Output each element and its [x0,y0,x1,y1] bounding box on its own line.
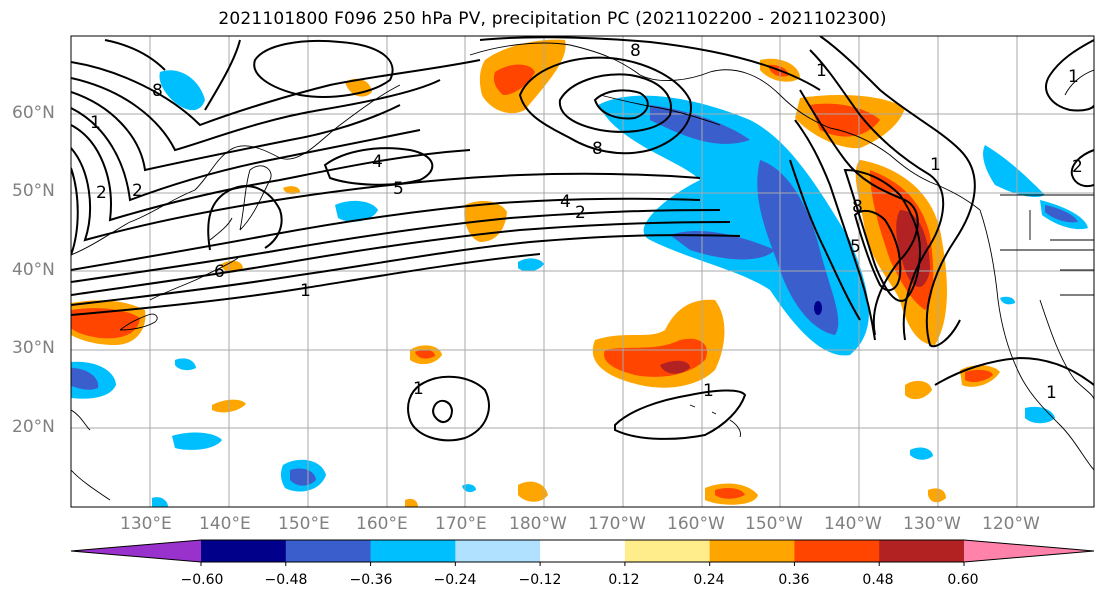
lon-label: 170°E [435,514,487,534]
colorbar-segment [455,540,541,562]
colorbar-tick-label: 0.48 [862,572,894,588]
contour-label: 2 [575,203,586,223]
lat-label: 30°N [12,338,55,358]
contour-label: 5 [850,237,861,257]
contour-label: 1 [413,379,424,399]
lon-label: 160°E [356,514,408,534]
contour-label: 1 [1046,383,1057,403]
colorbar-segment [201,540,287,562]
coastlines [71,42,1094,501]
contour-label: 8 [852,197,863,217]
colorbar [70,539,1095,566]
contour-label: 2 [1072,157,1083,177]
colorbar-tick-label: 0.12 [608,572,640,588]
contour-label: 4 [372,152,383,172]
lon-label: 180°W [509,514,567,534]
lat-label: 50°N [12,181,55,201]
lat-label: 60°N [12,103,55,123]
colorbar-extend-low [71,540,201,562]
contour-label: 1 [703,381,714,401]
colorbar-extend-high [964,540,1094,562]
contour-label: 1 [816,61,827,81]
map-frame [70,35,1095,508]
lat-label: 40°N [12,260,55,280]
colorbar-tick-label: 0.60 [947,572,979,588]
colorbar-segment [879,540,965,562]
contour-label: 5 [393,179,404,199]
colorbar-segment [285,540,372,562]
colorbar-tick-label: 0.36 [778,572,810,588]
lon-label: 120°W [982,514,1040,534]
colorbar-segment [540,540,626,562]
map-title: 2021101800 F096 250 hPa PV, precipitatio… [218,9,887,29]
contour-label: 8 [592,139,603,159]
contour-label: 1 [90,113,101,133]
contour-label: 1 [1068,67,1079,87]
colorbar-tick-label: −0.24 [433,572,477,588]
pv-contours [71,36,1094,442]
contour-label: 1 [930,155,941,175]
contour-label: 6 [214,262,225,282]
contour-label-group: 8 1 8 2 5 4 2 8 5 1 1 1 8 1 2 1 6 1 1 4 … [90,41,1083,403]
colorbar-tick-label: −0.48 [264,572,308,588]
colorbar-tick-label: 0.24 [693,572,725,588]
lon-label: 160°W [667,514,725,534]
contour-label: 4 [560,192,571,212]
contour-label: 2 [96,183,107,203]
contour-label: 2 [132,181,143,201]
colorbar-segment [794,540,880,562]
lon-label: 170°W [588,514,646,534]
lon-label: 140°E [199,514,251,534]
contour-label: 8 [152,81,163,101]
colorbar-segment [709,540,795,562]
colorbar-tick-label: −0.60 [180,572,224,588]
lon-label: 150°W [745,514,803,534]
map-plot-area: 8 1 8 2 5 4 2 8 5 1 1 1 8 1 2 1 6 1 1 4 … [71,36,1094,507]
contour-label: 8 [630,41,641,61]
colorbar-segment [370,540,456,562]
lon-label: 130°W [903,514,961,534]
lon-label: 150°E [278,514,330,534]
lon-label: 130°E [120,514,172,534]
contour-label: 1 [300,281,311,301]
colorbar-tick-label: −0.36 [349,572,393,588]
colorbar-segment [624,540,711,562]
lon-label: 140°W [824,514,882,534]
lat-label: 20°N [12,417,55,437]
colorbar-tick-label: −0.12 [518,572,562,588]
